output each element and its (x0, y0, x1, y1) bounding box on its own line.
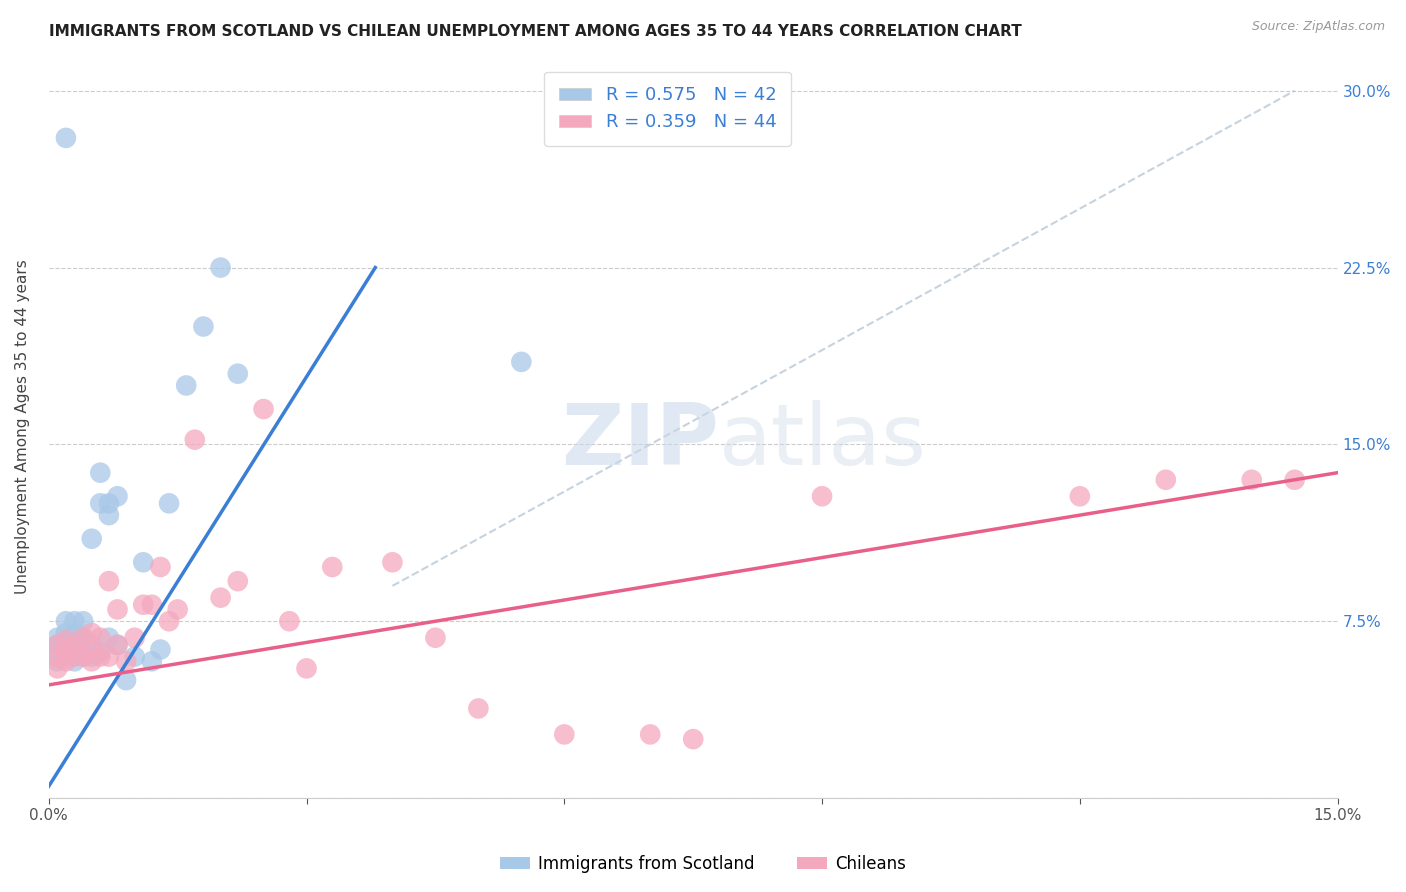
Point (295, 661, 318, 675)
Text: ZIP: ZIP (561, 401, 718, 483)
Point (467, 701, 489, 715)
Point (63, 614, 86, 628)
Point (55, 645, 77, 659)
Point (63, 649, 86, 664)
Point (209, 260, 232, 275)
Point (55, 649, 77, 664)
Point (115, 673, 138, 688)
Point (89, 466, 111, 480)
Point (55, 614, 77, 628)
Point (89, 649, 111, 664)
Point (252, 402, 274, 417)
Point (72, 614, 94, 628)
Point (553, 727, 575, 741)
Point (72, 631, 94, 645)
Point (63, 654, 86, 668)
Point (321, 560, 343, 574)
Point (46, 638, 69, 652)
Point (55, 633, 77, 648)
Point (55, 626, 77, 640)
Point (1284, 473, 1306, 487)
Point (72, 649, 94, 664)
Point (381, 555, 404, 569)
Point (55, 638, 77, 652)
Point (107, 638, 129, 652)
Legend: Immigrants from Scotland, Chileans: Immigrants from Scotland, Chileans (494, 848, 912, 880)
Point (89, 631, 111, 645)
Point (638, 727, 661, 741)
Point (132, 598, 155, 612)
Point (46, 638, 69, 652)
Point (46, 631, 69, 645)
Point (80, 626, 103, 640)
Point (72, 649, 94, 664)
Text: Source: ZipAtlas.com: Source: ZipAtlas.com (1251, 20, 1385, 33)
Point (510, 355, 533, 369)
Point (157, 614, 180, 628)
Point (193, 319, 215, 334)
Point (46, 654, 69, 668)
Point (278, 614, 301, 628)
Point (80, 654, 103, 668)
Point (1154, 473, 1177, 487)
Point (63, 626, 86, 640)
Point (174, 378, 197, 392)
Point (124, 649, 146, 664)
Point (226, 367, 249, 381)
Point (97, 649, 120, 664)
Point (72, 645, 94, 659)
Point (80, 642, 103, 657)
Point (97, 631, 120, 645)
Point (55, 642, 77, 657)
Point (80, 532, 103, 546)
Point (226, 574, 249, 589)
Point (55, 654, 77, 668)
Point (149, 560, 172, 574)
Point (157, 496, 180, 510)
Point (46, 661, 69, 675)
Point (97, 574, 120, 589)
Point (141, 654, 163, 668)
Point (63, 647, 86, 661)
Point (141, 598, 163, 612)
Point (89, 645, 111, 659)
Point (97, 508, 120, 523)
Point (55, 131, 77, 145)
Point (46, 645, 69, 659)
Text: IMMIGRANTS FROM SCOTLAND VS CHILEAN UNEMPLOYMENT AMONG AGES 35 TO 44 YEARS CORRE: IMMIGRANTS FROM SCOTLAND VS CHILEAN UNEM… (49, 24, 1022, 39)
Point (72, 631, 94, 645)
Point (166, 602, 188, 616)
Point (1240, 473, 1263, 487)
Point (811, 489, 834, 503)
Point (107, 638, 129, 652)
Point (107, 602, 129, 616)
Point (63, 638, 86, 652)
Point (80, 638, 103, 652)
Point (682, 732, 704, 747)
Point (132, 555, 155, 569)
Point (46, 649, 69, 664)
Text: atlas: atlas (718, 401, 927, 483)
Point (149, 642, 172, 657)
Point (97, 496, 120, 510)
Point (107, 489, 129, 503)
Point (115, 654, 138, 668)
Legend: R = 0.575   N = 42, R = 0.359   N = 44: R = 0.575 N = 42, R = 0.359 N = 44 (544, 72, 790, 145)
Point (1069, 489, 1091, 503)
Point (425, 631, 447, 645)
Point (209, 591, 232, 605)
Y-axis label: Unemployment Among Ages 35 to 44 years: Unemployment Among Ages 35 to 44 years (15, 260, 30, 594)
Point (89, 496, 111, 510)
Point (80, 649, 103, 664)
Point (124, 631, 146, 645)
Point (63, 635, 86, 649)
Point (184, 433, 207, 447)
Point (63, 642, 86, 657)
